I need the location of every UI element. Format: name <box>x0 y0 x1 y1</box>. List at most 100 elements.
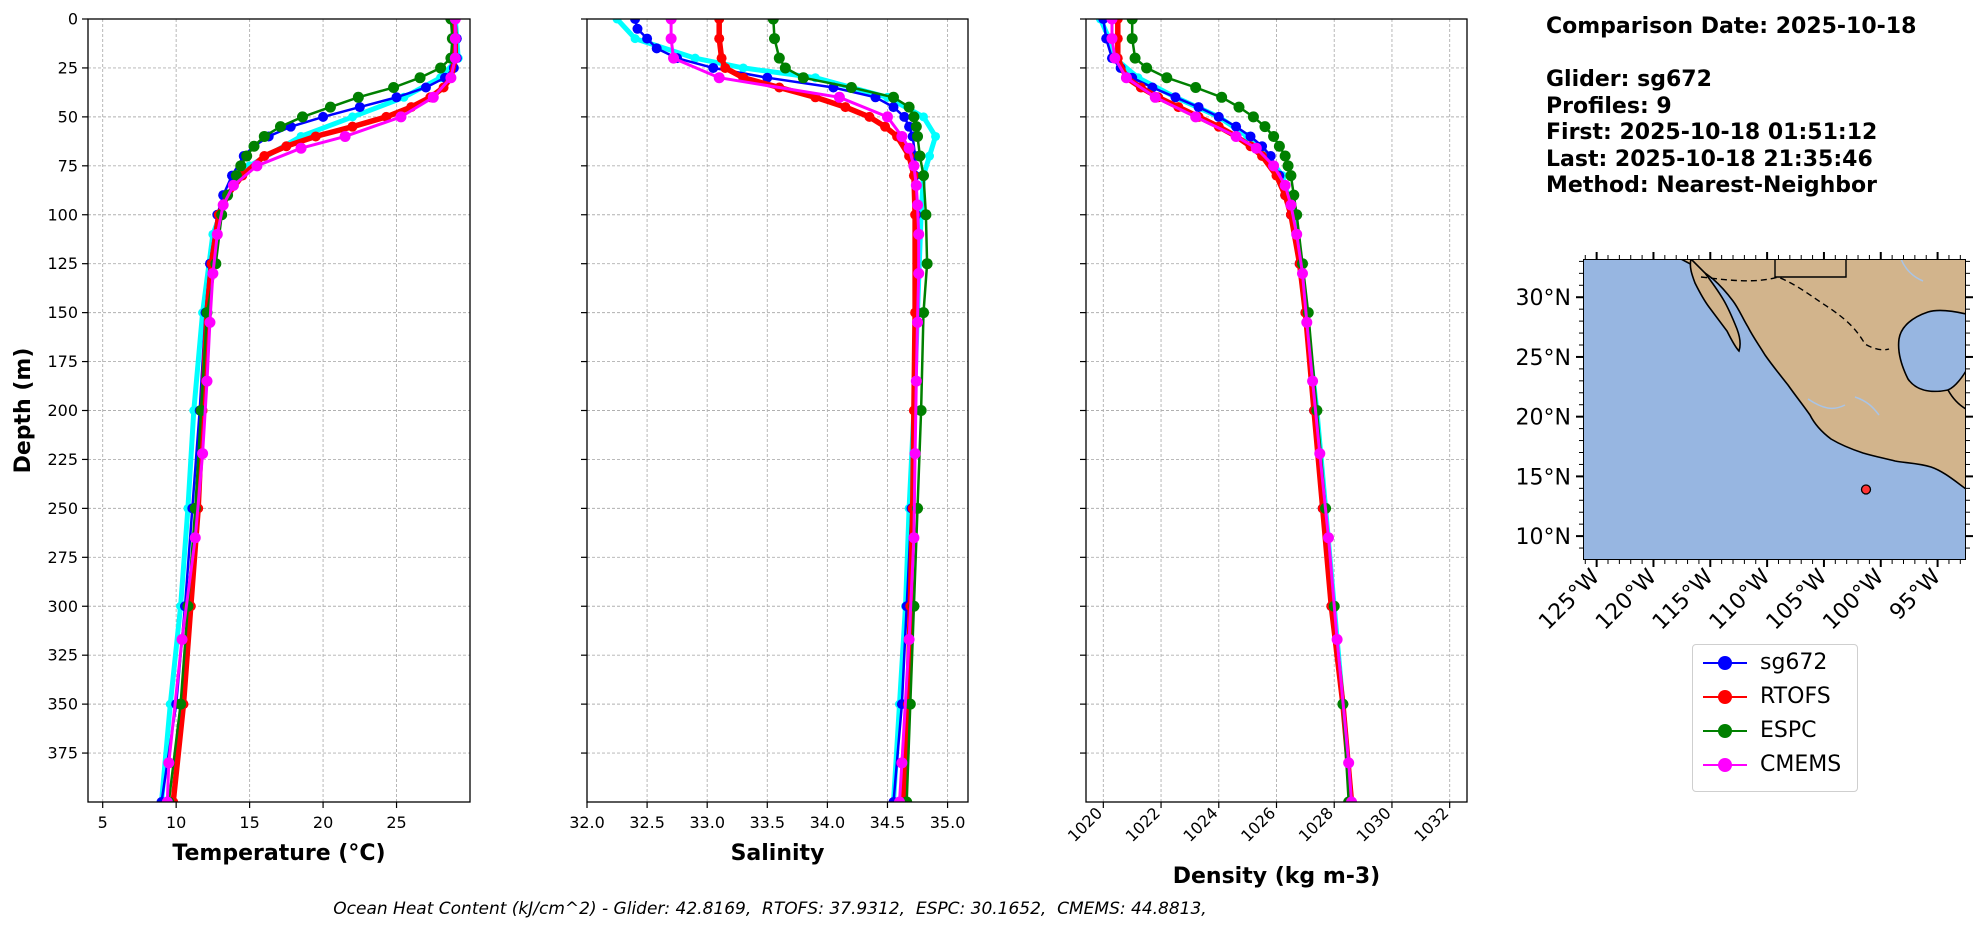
x-tick-label: 1024 <box>1179 803 1221 845</box>
point-CMEMS <box>909 448 921 460</box>
map-river <box>1807 259 1924 416</box>
map-lat-label: 30°N <box>1516 286 1571 311</box>
x-tick-label: 1026 <box>1237 803 1279 845</box>
y-axis-label: Depth (m) <box>11 348 36 474</box>
legend-label-rtofs: RTOFS <box>1760 684 1831 709</box>
point-CMEMS <box>1230 130 1242 142</box>
point-ESPC <box>1288 189 1300 201</box>
point-ESPC <box>352 91 364 103</box>
point-CMEMS <box>449 19 461 25</box>
first-time-text: First: 2025-10-18 01:51:12 <box>1546 120 1878 145</box>
point-CMEMS <box>1314 448 1326 460</box>
map-lon-label: 115°W <box>1648 564 1719 635</box>
point-CMEMS <box>1343 757 1355 769</box>
point-ESPC <box>773 52 785 64</box>
point-CMEMS <box>665 19 677 25</box>
point-ESPC <box>918 170 930 182</box>
point-sg672 <box>642 33 653 44</box>
x-tick-label: 1030 <box>1353 803 1395 845</box>
legend-item-espc: ESPC <box>1703 716 1853 746</box>
point-sg672 <box>762 72 773 83</box>
point-RTOFS <box>716 53 727 64</box>
point-sg672 <box>630 19 641 24</box>
point-sg672 <box>1231 121 1242 132</box>
x-axis-label: Salinity <box>731 841 825 866</box>
point-ESPC <box>1268 130 1280 142</box>
legend-label-espc: ESPC <box>1760 718 1817 743</box>
point-ESPC <box>1216 91 1228 103</box>
x-tick-label: 34.5 <box>870 813 906 832</box>
point-ESPC <box>435 62 447 74</box>
map-lon-label: 125°W <box>1534 564 1605 635</box>
x-tick-label: 20 <box>313 813 333 832</box>
point-ESPC <box>910 121 922 133</box>
point-ESPC <box>903 101 915 113</box>
point-CMEMS <box>833 91 845 103</box>
point-ESPC <box>920 209 932 221</box>
point-ESPC <box>918 307 930 319</box>
point-ESPC <box>414 72 426 84</box>
point-CMEMS <box>713 72 725 84</box>
point-sg672 <box>354 102 365 113</box>
point-ESPC <box>921 258 933 270</box>
point-CMEMS <box>217 199 229 211</box>
map-lat-label: 20°N <box>1516 406 1571 431</box>
point-CMEMS <box>881 111 893 123</box>
point-CMEMS <box>1120 72 1132 84</box>
x-tick-label: 1022 <box>1122 803 1164 845</box>
panel-salinity: 32.0 32.5 33.0 33.5 34.0 34.5 35.0 Salinity <box>569 18 969 866</box>
x-tick-label: 32.5 <box>629 813 665 832</box>
point-sg672 <box>1213 111 1224 122</box>
point-ESPC <box>1273 140 1285 152</box>
point-CMEMS <box>449 52 461 64</box>
y-tick-label: 25 <box>58 58 78 77</box>
point-CMEMS <box>910 375 922 387</box>
y-tick-label: 250 <box>47 499 78 518</box>
legend-item-sg672: sg672 <box>1703 648 1853 678</box>
x-tick-label: 33.5 <box>749 813 785 832</box>
x-tick-label: 33.0 <box>689 813 725 832</box>
point-CMEMS <box>896 130 908 142</box>
y-tick-label: 50 <box>58 107 78 126</box>
method-text: Method: Nearest-Neighbor <box>1546 173 1877 198</box>
point-glider_raw <box>630 34 640 44</box>
point-RTOFS <box>347 121 358 132</box>
point-ESPC <box>1161 72 1173 84</box>
legend-marker-espc <box>1718 724 1732 738</box>
point-CMEMS <box>295 142 307 154</box>
point-sg672 <box>1245 131 1256 142</box>
series-group <box>1095 19 1358 802</box>
point-ESPC <box>887 91 899 103</box>
x-axis-label: Temperature (°C) <box>172 841 385 866</box>
y-tick-label: 200 <box>47 401 78 420</box>
point-glider_raw <box>738 63 748 73</box>
point-CMEMS <box>1250 142 1262 154</box>
point-CMEMS <box>445 72 457 84</box>
point-sg672 <box>651 43 662 54</box>
point-ESPC <box>1285 170 1297 182</box>
point-CMEMS <box>912 199 924 211</box>
point-ESPC <box>230 170 242 182</box>
x-tick-label: 15 <box>239 813 259 832</box>
y-tick-label: 300 <box>47 597 78 616</box>
point-ESPC <box>1190 82 1202 94</box>
point-ESPC <box>1279 150 1291 162</box>
x-tick-label: 1032 <box>1410 803 1452 845</box>
map-lon-label: 95°W <box>1885 564 1946 625</box>
profiles-text: Profiles: 9 <box>1546 93 1672 119</box>
point-ESPC <box>1141 62 1153 74</box>
point-CMEMS <box>211 228 223 240</box>
map-state-line <box>1774 259 1847 278</box>
point-CMEMS <box>908 532 920 544</box>
point-ESPC <box>779 62 791 74</box>
comparison-date-text: Comparison Date: 2025-10-18 <box>1546 14 1917 39</box>
point-CMEMS <box>1307 375 1319 387</box>
point-sg672 <box>632 23 643 34</box>
point-CMEMS <box>1106 19 1118 25</box>
point-CMEMS <box>893 796 905 802</box>
panel-temperature: 5 10 15 20 250255075100125150175200225250275… <box>11 10 471 866</box>
glider-location-marker <box>1860 484 1872 495</box>
point-CMEMS <box>227 179 239 191</box>
point-RTOFS <box>259 151 270 162</box>
